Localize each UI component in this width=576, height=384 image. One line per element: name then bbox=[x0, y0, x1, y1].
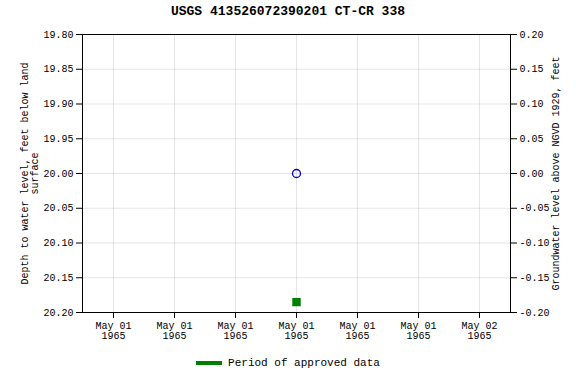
svg-text:19.85: 19.85 bbox=[43, 64, 73, 75]
svg-text:20.00: 20.00 bbox=[43, 169, 73, 180]
svg-text:0.05: 0.05 bbox=[520, 134, 544, 145]
svg-text:0.10: 0.10 bbox=[520, 99, 544, 110]
svg-text:19.80: 19.80 bbox=[43, 30, 73, 41]
svg-text:-0.15: -0.15 bbox=[520, 273, 550, 284]
svg-text:20.10: 20.10 bbox=[43, 238, 73, 249]
svg-text:Groundwater level above NGVD 1: Groundwater level above NGVD 1929, feet bbox=[551, 56, 562, 290]
svg-text:19.90: 19.90 bbox=[43, 99, 73, 110]
svg-text:0.20: 0.20 bbox=[520, 30, 544, 41]
svg-text:20.05: 20.05 bbox=[43, 203, 73, 214]
svg-text:May 021965: May 021965 bbox=[461, 321, 497, 342]
svg-text:May 011965: May 011965 bbox=[339, 321, 375, 342]
svg-text:May 011965: May 011965 bbox=[217, 321, 253, 342]
svg-text:May 011965: May 011965 bbox=[95, 321, 131, 342]
svg-text:20.20: 20.20 bbox=[43, 308, 73, 319]
svg-text:-0.10: -0.10 bbox=[520, 238, 550, 249]
svg-text:0.00: 0.00 bbox=[520, 169, 544, 180]
html-text:Period of approved data: Period of approved data bbox=[228, 357, 380, 369]
svg-text:20.15: 20.15 bbox=[43, 273, 73, 284]
svg-text:May 011965: May 011965 bbox=[400, 321, 436, 342]
svg-text:Depth to water level, feet bel: Depth to water level, feet below landsur… bbox=[20, 62, 41, 284]
svg-text:19.95: 19.95 bbox=[43, 134, 73, 145]
svg-text:May 011965: May 011965 bbox=[156, 321, 192, 342]
html-text:USGS 413526072390201 CT-CR 338: USGS 413526072390201 CT-CR 338 bbox=[171, 4, 405, 19]
svg-text:-0.05: -0.05 bbox=[520, 203, 550, 214]
svg-text:-0.20: -0.20 bbox=[520, 308, 550, 319]
svg-text:0.15: 0.15 bbox=[520, 64, 544, 75]
svg-text:May 011965: May 011965 bbox=[278, 321, 314, 342]
